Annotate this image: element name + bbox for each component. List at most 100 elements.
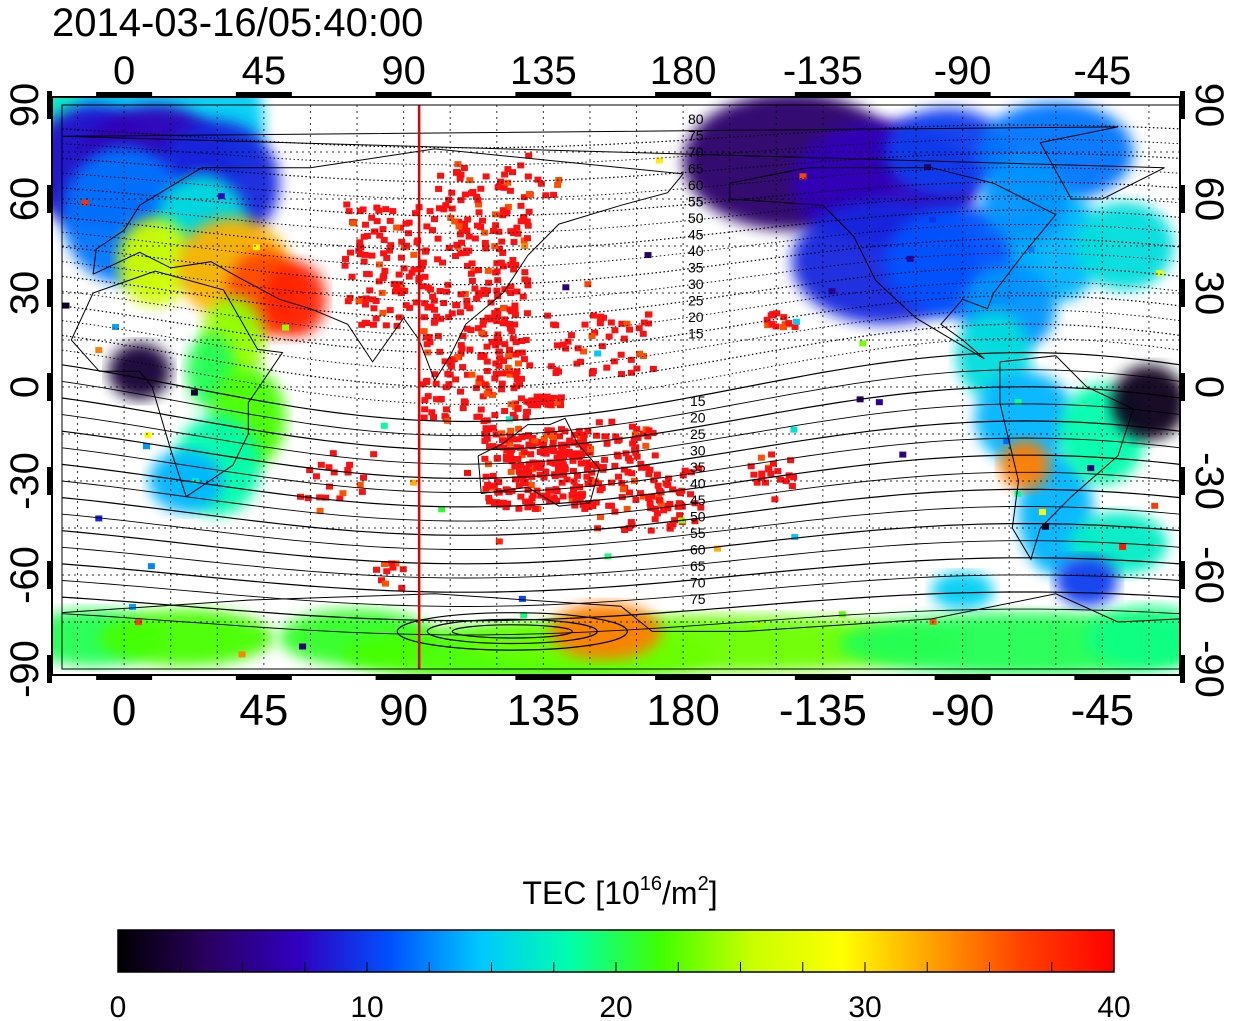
magnetic-contour	[61, 506, 1180, 550]
frame-tick-bar	[47, 185, 52, 213]
tec-cell	[363, 232, 371, 239]
tec-cell	[483, 368, 491, 375]
tec-cell	[757, 454, 765, 461]
tec-cell	[859, 340, 867, 347]
tec-cell	[448, 357, 456, 364]
tec-cell	[432, 380, 440, 387]
tec-cell	[523, 218, 531, 225]
tec-cell	[625, 525, 633, 532]
tec-cell	[531, 505, 539, 512]
tec-cell	[557, 402, 565, 409]
tec-cell	[442, 202, 450, 209]
tec-cell	[875, 399, 883, 406]
tec-cell	[501, 316, 509, 323]
tec-cell	[430, 306, 438, 313]
tec-cell	[356, 481, 364, 488]
tec-cell	[471, 285, 479, 292]
tec-cell	[461, 290, 469, 297]
tec-cell	[521, 276, 529, 283]
tec-cell	[782, 478, 790, 485]
tec-cell	[412, 299, 420, 306]
tec-cell	[359, 206, 367, 213]
tec-cell	[1087, 465, 1095, 472]
tec-cell	[341, 262, 349, 269]
tec-cell	[767, 470, 775, 477]
tec-cell	[639, 330, 647, 337]
tec-cell	[380, 237, 388, 244]
tec-cell	[512, 351, 520, 358]
tec-cell	[501, 341, 509, 348]
tec-cell	[457, 171, 465, 178]
tec-cell	[785, 320, 793, 327]
tec-cell	[1027, 246, 1035, 253]
tec-cell	[511, 302, 519, 309]
tec-cell	[691, 518, 699, 525]
tec-cell	[524, 222, 532, 229]
tec-cell	[81, 199, 89, 206]
tec-cell	[586, 449, 594, 456]
tec-cell	[464, 216, 472, 223]
tec-cell	[494, 331, 502, 338]
tec-cell	[463, 297, 471, 304]
tec-cell	[488, 391, 496, 398]
tec-cell	[497, 178, 505, 185]
tec-cell	[639, 430, 647, 437]
frame-tick-bar	[515, 92, 572, 97]
tec-cell	[413, 239, 421, 246]
tec-cell	[388, 560, 396, 567]
tec-cell	[633, 453, 641, 460]
frame-tick-bar	[1180, 91, 1185, 119]
tec-cell	[427, 303, 435, 310]
contour-label: 35	[690, 459, 706, 475]
lat-tick-label: 30	[3, 271, 47, 316]
tec-cell	[517, 218, 525, 225]
tec-cell	[572, 483, 580, 490]
tec-cell	[525, 461, 533, 468]
coastline	[61, 593, 1180, 632]
tec-cell	[928, 216, 936, 223]
tec-cell	[369, 321, 377, 328]
tec-cell	[547, 487, 555, 494]
tec-cell	[463, 325, 471, 332]
lon-tick-label: 90	[381, 49, 426, 93]
contour-label: 60	[688, 177, 704, 193]
frame-tick-bar	[1074, 675, 1131, 680]
tec-cell	[459, 364, 467, 371]
lat-tick-label: -30	[3, 452, 47, 510]
tec-cell	[508, 456, 516, 463]
tec-cell	[513, 288, 521, 295]
tec-cell	[526, 362, 534, 369]
tec-cell	[420, 283, 428, 290]
tec-cell	[554, 181, 562, 188]
tec-cell	[906, 255, 914, 262]
tec-cell	[401, 287, 409, 294]
contour-label: 60	[690, 542, 706, 558]
tec-cell	[769, 460, 777, 467]
tec-cell	[601, 456, 609, 463]
tec-cell	[370, 451, 378, 458]
tec-cell	[426, 339, 434, 346]
tec-cell	[520, 214, 528, 221]
magnetic-contour	[61, 608, 1180, 636]
tec-cell	[517, 444, 525, 451]
lat-tick-label: -60	[1187, 546, 1231, 604]
tec-cell	[649, 430, 657, 437]
tec-cell	[556, 456, 564, 463]
tec-cell	[396, 281, 404, 288]
tec-cell	[538, 393, 546, 400]
tec-cell	[501, 408, 509, 415]
tec-cell	[425, 333, 433, 340]
tec-cell	[553, 342, 561, 349]
contour-label: 65	[688, 161, 704, 177]
tec-cell	[548, 432, 556, 439]
tec-cell	[780, 314, 788, 321]
tec-cell	[527, 451, 535, 458]
frame-tick-bar	[655, 675, 712, 680]
tec-cell	[358, 321, 366, 328]
tec-cell	[628, 521, 636, 528]
tec-cell	[763, 316, 771, 323]
frame-tick-bar	[794, 92, 851, 97]
tec-cell	[475, 292, 483, 299]
coastline	[729, 167, 1057, 360]
